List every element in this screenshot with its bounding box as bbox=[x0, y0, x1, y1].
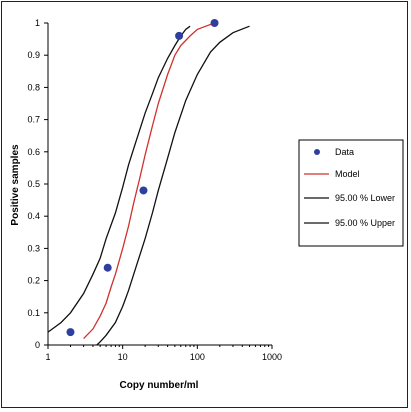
x-tick-label: 1000 bbox=[262, 352, 282, 362]
y-tick-label: 0.1 bbox=[27, 308, 40, 318]
legend-label: Data bbox=[335, 147, 354, 157]
chart-frame: 0 0.1 0.2 0.3 0.4 0.5 0.6 0.7 0.8 0.9 1 1 10 100 1000 … bbox=[1, 1, 408, 408]
x-tick-label: 100 bbox=[190, 352, 205, 362]
x-axis-title: Copy number/ml bbox=[120, 380, 199, 391]
x-tick-label: 1 bbox=[45, 352, 50, 362]
legend-marker-data bbox=[314, 149, 320, 155]
data-point bbox=[175, 31, 184, 40]
series-line-95-00-lower bbox=[47, 25, 191, 333]
series-line-model bbox=[83, 22, 215, 340]
y-axis-title: Positive samples bbox=[10, 144, 21, 226]
legend-label: 95.00 % Upper bbox=[335, 218, 395, 228]
y-tick-label: 0.5 bbox=[27, 179, 40, 189]
legend-label: Model bbox=[335, 169, 360, 179]
y-tick-label: 0.2 bbox=[27, 276, 40, 286]
series-line-95-00-upper bbox=[96, 25, 250, 346]
y-tick-label: 0.9 bbox=[27, 50, 40, 60]
legend-label: 95.00 % Lower bbox=[335, 193, 395, 203]
y-tick-label: 0.8 bbox=[27, 82, 40, 92]
y-tick-label: 0.3 bbox=[27, 243, 40, 253]
legend-box bbox=[298, 139, 404, 247]
chart: 00.10.20.30.40.50.60.70.80.911 10 100 1000 … bbox=[10, 18, 404, 391]
y-tick-label: 0.7 bbox=[27, 115, 40, 125]
data-point bbox=[66, 328, 75, 337]
data-point bbox=[139, 186, 148, 195]
y-tick-label: 0.4 bbox=[27, 211, 40, 221]
y-tick-label: 1 bbox=[35, 18, 40, 28]
y-tick-label: 0.6 bbox=[27, 147, 40, 157]
data-point bbox=[210, 19, 219, 27]
x-tick-label: 10 bbox=[118, 352, 128, 362]
y-tick-label: 0 bbox=[35, 340, 40, 350]
data-point bbox=[103, 263, 112, 272]
legend: Data Model 95.00 % Lower 95.00 % Upper bbox=[298, 139, 404, 247]
